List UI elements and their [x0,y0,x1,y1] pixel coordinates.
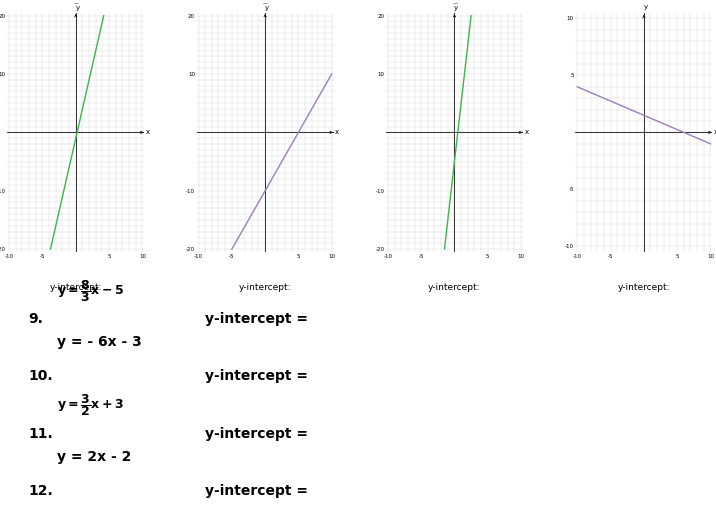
Text: —: — [263,2,268,7]
Text: y-intercept =: y-intercept = [205,312,308,326]
Text: y-intercept:: y-intercept: [239,283,291,292]
Text: y-intercept:: y-intercept: [49,283,102,292]
Text: —: — [74,2,79,7]
Text: x: x [145,129,150,135]
Text: y: y [265,6,268,12]
Text: x: x [335,129,339,135]
Text: —: — [453,2,458,7]
Text: y = - 6x - 3: y = - 6x - 3 [57,335,141,349]
Text: $\mathbf{y = \dfrac{3}{2}x + 3}$: $\mathbf{y = \dfrac{3}{2}x + 3}$ [57,392,123,418]
Text: y-intercept =: y-intercept = [205,427,308,441]
Text: y: y [644,5,647,10]
Text: 11.: 11. [29,427,53,441]
Text: y: y [75,6,79,12]
Text: 9.: 9. [29,312,43,326]
Text: $\mathbf{y = \dfrac{8}{3}x - 5}$: $\mathbf{y = \dfrac{8}{3}x - 5}$ [57,278,124,304]
Text: 12.: 12. [29,484,53,498]
Text: y-intercept:: y-intercept: [618,283,670,292]
Text: y = 2x - 2: y = 2x - 2 [57,449,131,464]
Text: y-intercept =: y-intercept = [205,484,308,498]
Text: x: x [714,129,716,135]
Text: x: x [524,129,528,135]
Text: y-intercept:: y-intercept: [428,283,480,292]
Text: y-intercept =: y-intercept = [205,369,308,383]
Text: 10.: 10. [29,369,53,383]
Text: —: — [642,0,647,1]
Text: y: y [454,6,458,12]
